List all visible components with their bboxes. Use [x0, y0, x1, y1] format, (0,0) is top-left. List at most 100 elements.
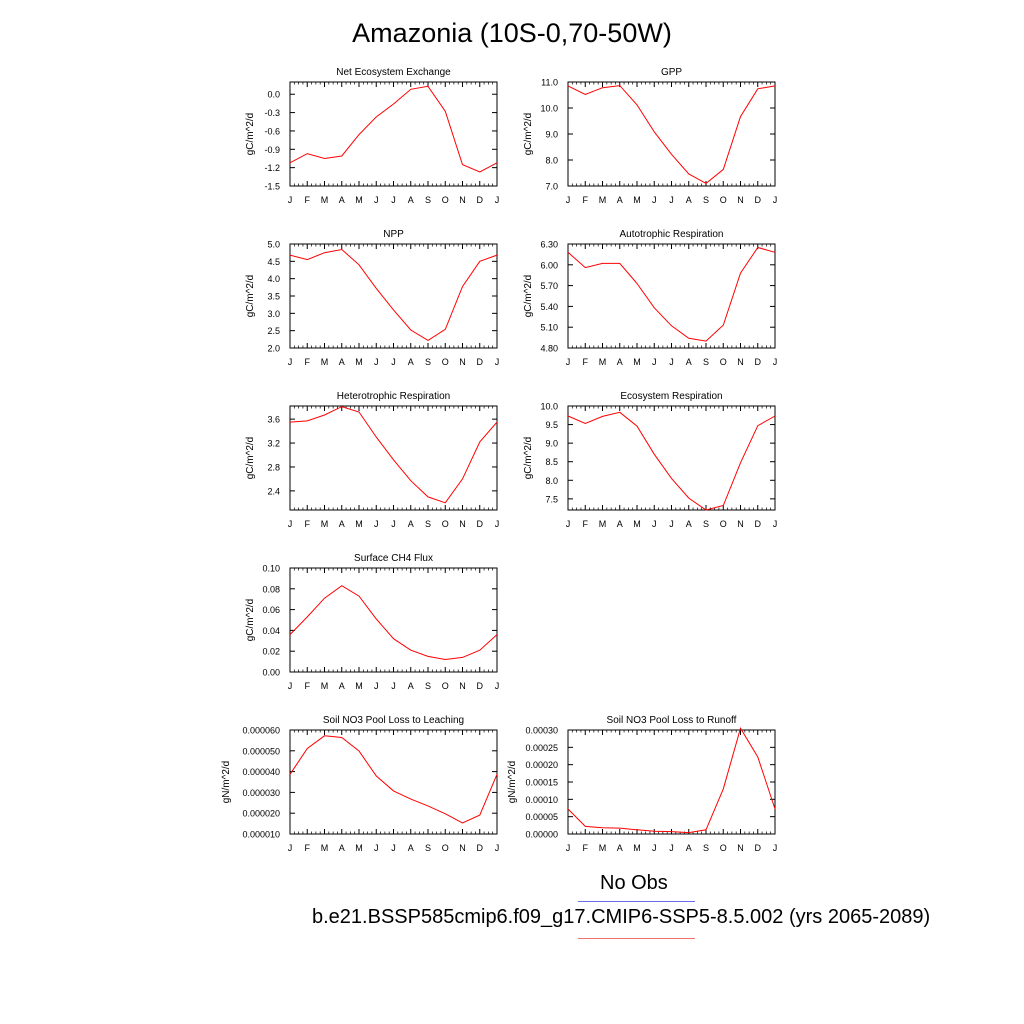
x-tick-label: J: [495, 357, 500, 367]
y-tick-label: 9.0: [545, 439, 558, 449]
x-tick-label: S: [425, 519, 431, 529]
y-axis-label: gC/m^2/d: [245, 437, 256, 480]
x-tick-label: J: [773, 195, 778, 205]
x-tick-label: J: [669, 843, 674, 853]
y-tick-label: 4.5: [267, 257, 280, 267]
x-tick-label: A: [617, 519, 623, 529]
y-tick-label: 2.8: [267, 462, 280, 472]
x-tick-label: F: [583, 843, 589, 853]
y-axis-label: gC/m^2/d: [245, 275, 256, 318]
x-tick-label: A: [339, 195, 345, 205]
y-tick-label: 7.5: [545, 494, 558, 504]
plot-frame: [289, 81, 498, 187]
y-tick-label: -0.3: [264, 108, 280, 118]
chart-title: Soil NO3 Pool Loss to Runoff: [607, 715, 737, 726]
x-tick-label: D: [477, 195, 484, 205]
x-tick-label: M: [355, 681, 363, 691]
x-tick-label: A: [617, 843, 623, 853]
x-tick-label: A: [408, 195, 414, 205]
x-tick-label: S: [703, 519, 709, 529]
y-tick-label: 5.70: [540, 281, 558, 291]
x-tick-label: F: [583, 195, 589, 205]
x-tick-label: F: [583, 357, 589, 367]
y-tick-label: 8.5: [545, 457, 558, 467]
y-tick-label: 9.0: [545, 130, 558, 140]
legend-obs-label: No Obs: [600, 872, 668, 894]
y-tick-label: 0.000020: [242, 809, 280, 819]
x-tick-label: J: [773, 843, 778, 853]
x-tick-label: J: [288, 519, 293, 529]
plot-frame: [567, 729, 776, 835]
y-tick-label: 0.000030: [242, 788, 280, 798]
x-tick-label: N: [459, 681, 466, 691]
y-tick-label: 0.00020: [525, 760, 558, 770]
x-tick-label: D: [477, 681, 484, 691]
x-tick-label: J: [391, 519, 396, 529]
y-tick-label: 5.40: [540, 302, 558, 312]
chart-title: GPP: [661, 67, 682, 78]
y-tick-label: 0.00015: [525, 778, 558, 788]
plot-frame: [289, 729, 498, 835]
y-tick-label: -0.6: [264, 126, 280, 136]
x-tick-label: M: [599, 843, 607, 853]
x-tick-label: N: [737, 195, 744, 205]
x-tick-label: O: [442, 843, 449, 853]
x-tick-label: A: [617, 195, 623, 205]
y-tick-label: 8.0: [545, 156, 558, 166]
x-tick-label: J: [495, 195, 500, 205]
y-axis-label: gC/m^2/d: [245, 599, 256, 642]
x-tick-label: J: [652, 843, 657, 853]
series-line: [567, 246, 776, 342]
figure-title: Amazonia (10S-0,70-50W): [352, 18, 672, 48]
legend-case-line: [578, 938, 695, 939]
y-tick-label: 0.00030: [525, 726, 558, 736]
x-tick-label: N: [459, 519, 466, 529]
x-tick-label: J: [374, 681, 379, 691]
x-tick-label: F: [583, 519, 589, 529]
x-tick-label: J: [495, 843, 500, 853]
x-tick-label: J: [374, 195, 379, 205]
x-tick-label: M: [599, 195, 607, 205]
x-tick-label: A: [339, 843, 345, 853]
y-tick-label: 3.6: [267, 415, 280, 425]
x-tick-label: N: [459, 843, 466, 853]
x-tick-label: A: [408, 843, 414, 853]
y-tick-label: 3.0: [267, 309, 280, 319]
plot-frame: [567, 81, 776, 187]
legend-case-label: b.e21.BSSP585cmip6.f09_g17.CMIP6-SSP5-8.…: [312, 906, 931, 928]
x-tick-label: A: [408, 519, 414, 529]
y-tick-label: 0.00: [262, 668, 280, 678]
x-tick-label: A: [617, 357, 623, 367]
x-tick-label: A: [408, 357, 414, 367]
y-tick-label: 0.00005: [525, 812, 558, 822]
y-tick-label: 0.04: [262, 626, 280, 636]
x-tick-label: J: [669, 519, 674, 529]
y-tick-label: 0.000060: [242, 726, 280, 736]
y-tick-label: 2.5: [267, 326, 280, 336]
x-tick-label: J: [391, 843, 396, 853]
plot-frame: [289, 405, 498, 511]
y-tick-label: 0.02: [262, 647, 280, 657]
series-line: [567, 411, 776, 511]
x-tick-label: M: [355, 195, 363, 205]
x-tick-label: J: [288, 195, 293, 205]
y-tick-label: 4.0: [267, 274, 280, 284]
x-tick-label: O: [442, 519, 449, 529]
x-tick-label: J: [566, 519, 571, 529]
y-tick-label: 0.0: [267, 90, 280, 100]
x-tick-label: M: [355, 357, 363, 367]
series-line: [289, 85, 498, 173]
y-axis-label: gC/m^2/d: [523, 437, 534, 480]
x-tick-label: J: [391, 195, 396, 205]
x-tick-label: O: [442, 357, 449, 367]
y-tick-label: 2.4: [267, 486, 280, 496]
x-tick-label: O: [442, 195, 449, 205]
x-tick-label: S: [425, 195, 431, 205]
x-tick-label: A: [686, 519, 692, 529]
